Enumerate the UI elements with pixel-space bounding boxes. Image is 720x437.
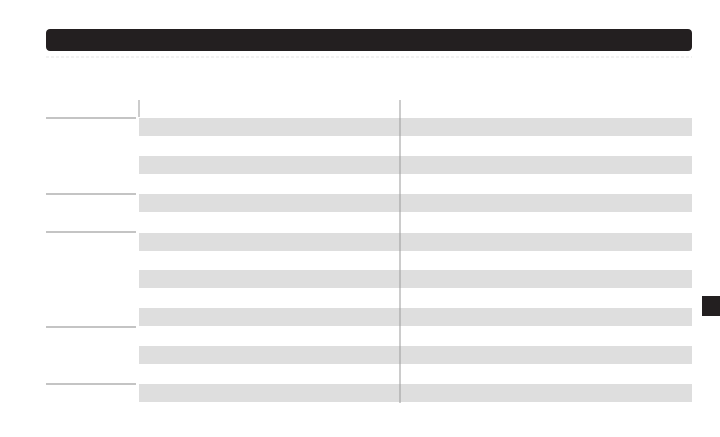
table-row [139, 233, 692, 251]
table-row [139, 308, 692, 326]
table-row [139, 194, 692, 212]
header-bar [46, 29, 692, 51]
group-rules [46, 117, 136, 385]
table-row [139, 118, 692, 136]
table-stripes [139, 118, 692, 402]
table-row [139, 384, 692, 402]
side-tab [702, 296, 720, 316]
table-row [139, 270, 692, 288]
table-row [139, 156, 692, 174]
table-row [139, 346, 692, 364]
